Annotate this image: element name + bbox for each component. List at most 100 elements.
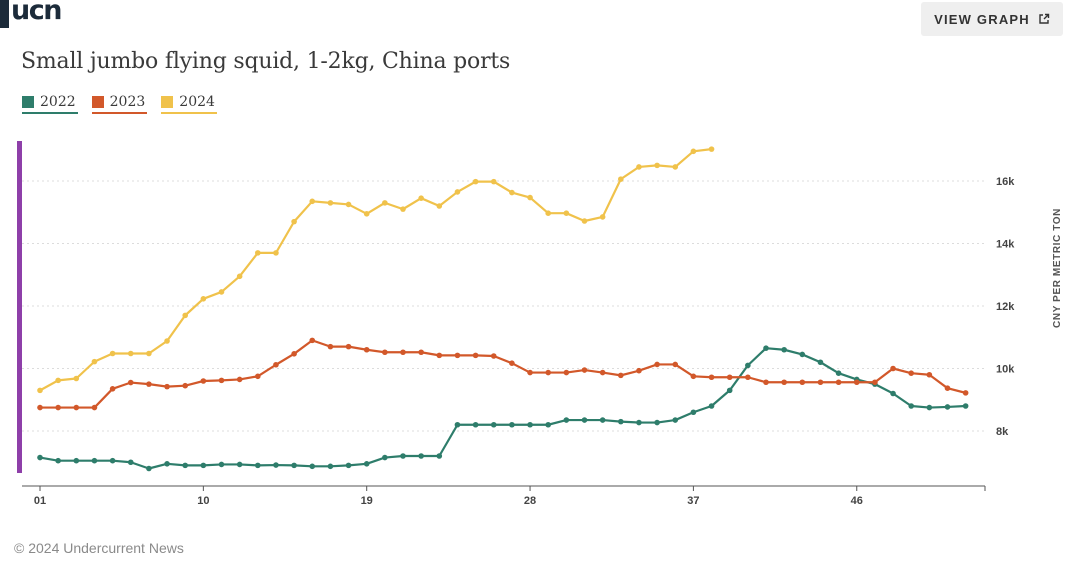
ucn-logo[interactable]: ucn [0, 0, 62, 28]
data-point-2023 [926, 371, 933, 378]
data-point-2022 [654, 419, 660, 426]
data-point-2024 [291, 218, 297, 225]
data-point-2024 [509, 189, 515, 196]
y-tick-label: 14k [996, 239, 1015, 251]
data-point-2022 [545, 421, 551, 428]
data-point-2024 [454, 189, 461, 195]
data-point-2024 [55, 377, 61, 384]
data-point-2023 [708, 374, 715, 381]
data-point-2024 [581, 218, 588, 224]
data-point-2022 [490, 421, 497, 428]
series-line-2022 [39, 347, 966, 470]
data-point-2022 [563, 417, 570, 423]
data-point-2023 [908, 370, 914, 376]
view-graph-button[interactable]: VIEW GRAPH [921, 2, 1063, 36]
data-point-2022 [599, 417, 606, 423]
data-point-2023 [472, 352, 479, 359]
data-point-2023 [109, 386, 116, 392]
data-point-2023 [763, 379, 769, 386]
legend-item-2024[interactable]: 2024 [161, 94, 217, 114]
data-point-2023 [363, 346, 370, 353]
data-point-2022 [327, 463, 334, 470]
data-point-2022 [763, 345, 769, 351]
data-point-2022 [200, 462, 207, 469]
data-point-2022 [618, 418, 624, 425]
data-point-2023 [291, 351, 297, 357]
chart-title: Small jumbo flying squid, 1-2kg, China p… [21, 49, 511, 74]
data-point-2024 [73, 375, 80, 382]
data-point-2022 [944, 404, 951, 410]
chart-accent-bar [17, 141, 22, 473]
data-point-2023 [654, 361, 660, 368]
data-point-2022 [436, 453, 443, 459]
legend-underline-2022 [22, 112, 78, 114]
legend-label-2023: 2023 [109, 94, 146, 110]
data-point-2024 [672, 164, 679, 170]
data-point-2024 [400, 206, 406, 212]
x-tick-label: 01 [34, 495, 46, 507]
x-tick-label: 28 [524, 495, 536, 507]
data-point-2024 [273, 250, 279, 256]
data-point-2022 [400, 453, 406, 459]
data-point-2022 [509, 421, 515, 428]
external-link-icon [1038, 13, 1050, 25]
series-2024 [37, 146, 715, 394]
data-point-2024 [363, 211, 370, 217]
data-point-2023 [799, 379, 806, 386]
data-point-2023 [781, 379, 787, 386]
data-point-2024 [254, 250, 261, 256]
data-point-2024 [690, 148, 697, 155]
data-point-2022 [418, 453, 424, 459]
chart-x-axis [22, 485, 986, 491]
data-point-2022 [672, 417, 679, 423]
data-point-2022 [73, 457, 80, 464]
data-point-2024 [236, 273, 243, 280]
data-point-2024 [309, 198, 316, 205]
data-point-2023 [581, 367, 588, 373]
legend-swatch-2024 [161, 96, 174, 108]
chart-y-tick-labels: 8k 10k 12k 14k 16k [996, 176, 1015, 438]
data-point-2022 [472, 421, 479, 428]
data-point-2022 [146, 465, 152, 472]
data-point-2023 [73, 404, 80, 411]
data-point-2023 [200, 378, 207, 384]
data-point-2024 [182, 312, 188, 319]
data-point-2022 [745, 362, 751, 369]
data-point-2022 [382, 454, 388, 461]
data-point-2022 [708, 403, 715, 409]
data-point-2023 [726, 374, 733, 381]
legend-swatch-2022 [22, 96, 34, 108]
data-point-2022 [363, 461, 370, 467]
data-point-2023 [127, 379, 134, 386]
data-point-2023 [509, 360, 515, 366]
data-point-2024 [599, 214, 606, 220]
data-point-2022 [835, 370, 842, 376]
data-point-2022 [309, 463, 316, 470]
data-point-2023 [599, 369, 606, 376]
data-point-2024 [327, 200, 334, 206]
data-point-2022 [581, 417, 588, 423]
data-point-2024 [636, 164, 642, 170]
data-point-2022 [690, 409, 697, 416]
legend-underline-2023 [91, 112, 148, 114]
series-2022 [37, 345, 969, 472]
data-point-2023 [817, 379, 824, 386]
chart-legend: 2022 2023 2024 [22, 94, 217, 114]
data-point-2023 [254, 373, 261, 380]
data-point-2024 [436, 203, 443, 209]
data-point-2023 [835, 379, 842, 386]
data-point-2022 [55, 457, 61, 464]
data-point-2024 [527, 194, 533, 201]
legend-item-2023[interactable]: 2023 [91, 94, 148, 114]
data-point-2023 [345, 343, 352, 350]
data-point-2024 [490, 178, 497, 185]
data-point-2023 [745, 374, 751, 381]
legend-item-2022[interactable]: 2022 [22, 94, 78, 114]
data-point-2023 [890, 365, 896, 372]
x-tick-label: 19 [361, 495, 373, 507]
y-tick-label: 12k [996, 301, 1015, 313]
data-point-2022 [817, 359, 824, 366]
series-2023 [37, 337, 969, 411]
data-point-2023 [563, 369, 570, 376]
